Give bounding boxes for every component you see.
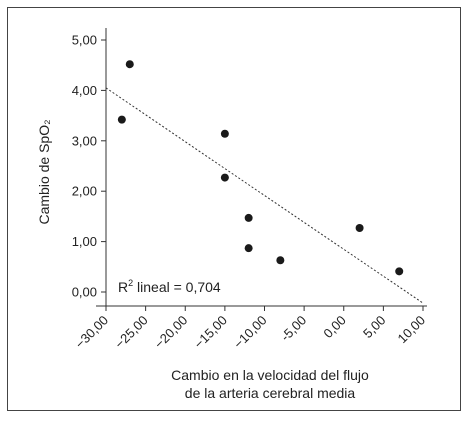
x-tick-label: 10,00 (395, 313, 429, 347)
r-squared-annotation: R2 lineal = 0,704 (118, 278, 221, 295)
data-point (395, 267, 404, 276)
x-tick-label: −30,00 (72, 313, 111, 352)
y-tick-label: 0,00 (72, 285, 97, 300)
x-tick-label: -5,00 (278, 313, 310, 345)
x-ticks: −30,00 −25,00 −20,00 −15,00 −10,00 -5,00 0,00 5… (72, 306, 428, 351)
data-point (244, 213, 253, 222)
data-point (220, 173, 229, 182)
x-tick-label: −25,00 (112, 313, 151, 352)
y-tick-label: 1,00 (72, 234, 97, 249)
y-tick-label: 5,00 (72, 33, 97, 48)
y-ticks: 0,00 1,00 2,00 3,00 4,00 5,00 (72, 33, 106, 300)
data-point (125, 60, 134, 69)
x-tick-label: 5,00 (360, 313, 389, 342)
x-axis-title-line-2: de la arteria cerebral media (185, 385, 356, 401)
x-tick-label: −15,00 (191, 313, 230, 352)
data-points (117, 60, 404, 276)
regression-line (105, 87, 424, 304)
data-point (220, 129, 229, 138)
data-point (244, 244, 253, 253)
y-tick-label: 2,00 (72, 184, 97, 199)
y-tick-label: 3,00 (72, 133, 97, 148)
r-squared-superscript: 2 (128, 278, 133, 288)
x-tick-label: 0,00 (320, 313, 349, 342)
r-squared-prefix: R (118, 279, 128, 295)
y-tick-label: 4,00 (72, 83, 97, 98)
data-point (355, 223, 364, 232)
chart-frame (7, 7, 461, 411)
x-tick-label: −20,00 (151, 313, 190, 352)
y-axis: 0,00 1,00 2,00 3,00 4,00 5,00 (72, 28, 107, 306)
data-point (276, 256, 285, 265)
x-tick-label: −10,00 (231, 313, 270, 352)
x-axis-title-line-1: Cambio en la velocidad del flujo (171, 367, 369, 383)
y-axis-title: Cambio de SpO₂ (36, 119, 52, 224)
data-point (117, 115, 126, 124)
x-axis: −30,00 −25,00 −20,00 −15,00 −10,00 -5,00 0,00 5… (72, 305, 428, 351)
r-squared-text: lineal = 0,704 (133, 279, 221, 295)
